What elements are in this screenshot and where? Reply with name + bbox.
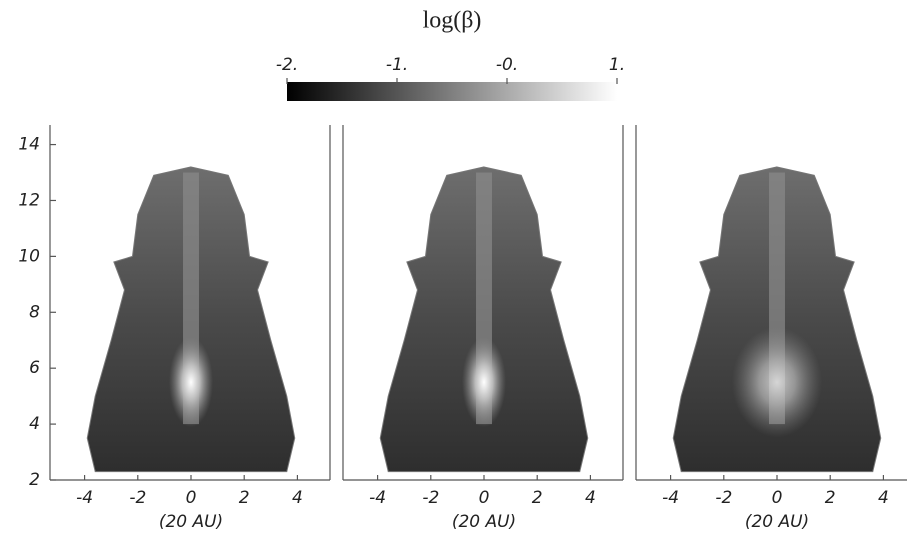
y-tick-label: 6 xyxy=(29,358,40,378)
x-tick-label: 0 xyxy=(479,488,490,508)
x-tick-label: -4 xyxy=(76,488,93,508)
y-tick-label: 8 xyxy=(29,302,40,322)
x-tick-label: 0 xyxy=(772,488,783,508)
y-tick-label: 14 xyxy=(18,135,40,155)
y-tick-label: 4 xyxy=(29,414,40,434)
y-tick-label: 10 xyxy=(18,246,40,266)
colorbar-tick-label: -1. xyxy=(386,55,408,75)
colorbar-tick-label: -2. xyxy=(276,55,298,75)
bright-core xyxy=(732,327,822,438)
x-tick-label: 4 xyxy=(292,488,303,508)
x-tick-label: 2 xyxy=(532,488,543,508)
colorbar-title: log(β) xyxy=(423,8,482,34)
x-tick-label: 2 xyxy=(825,488,836,508)
x-tick-label: 2 xyxy=(239,488,250,508)
x-tick-label: -2 xyxy=(715,488,732,508)
x-tick-label: 4 xyxy=(878,488,889,508)
x-axis-label: (20 AU) xyxy=(452,512,516,532)
x-axis-label: (20 AU) xyxy=(745,512,809,532)
x-tick-label: 0 xyxy=(186,488,197,508)
x-tick-label: -2 xyxy=(129,488,146,508)
x-axis-label: (20 AU) xyxy=(159,512,223,532)
colorbar xyxy=(287,82,617,101)
bright-core xyxy=(169,337,213,428)
bright-core xyxy=(462,337,506,428)
x-tick-label: -4 xyxy=(662,488,679,508)
x-tick-label: -2 xyxy=(422,488,439,508)
x-tick-label: -4 xyxy=(369,488,386,508)
x-tick-label: 4 xyxy=(585,488,596,508)
colorbar-tick-label: 1. xyxy=(609,55,625,75)
colorbar-tick-label: -0. xyxy=(496,55,518,75)
y-tick-label: 2 xyxy=(29,470,40,490)
y-tick-label: 12 xyxy=(18,190,40,210)
